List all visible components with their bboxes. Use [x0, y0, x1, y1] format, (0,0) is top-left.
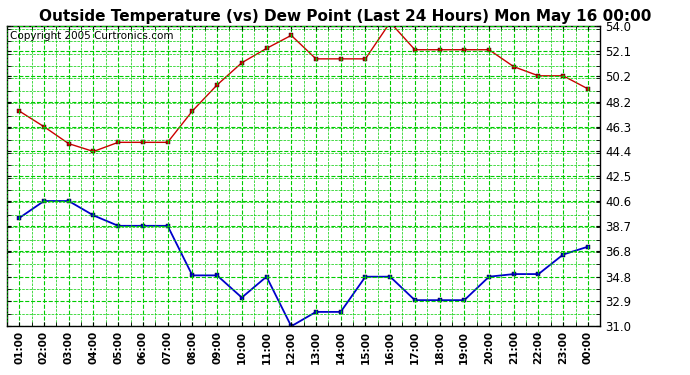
- Text: Outside Temperature (vs) Dew Point (Last 24 Hours) Mon May 16 00:00: Outside Temperature (vs) Dew Point (Last…: [39, 9, 651, 24]
- Text: Copyright 2005 Curtronics.com: Copyright 2005 Curtronics.com: [10, 31, 173, 41]
